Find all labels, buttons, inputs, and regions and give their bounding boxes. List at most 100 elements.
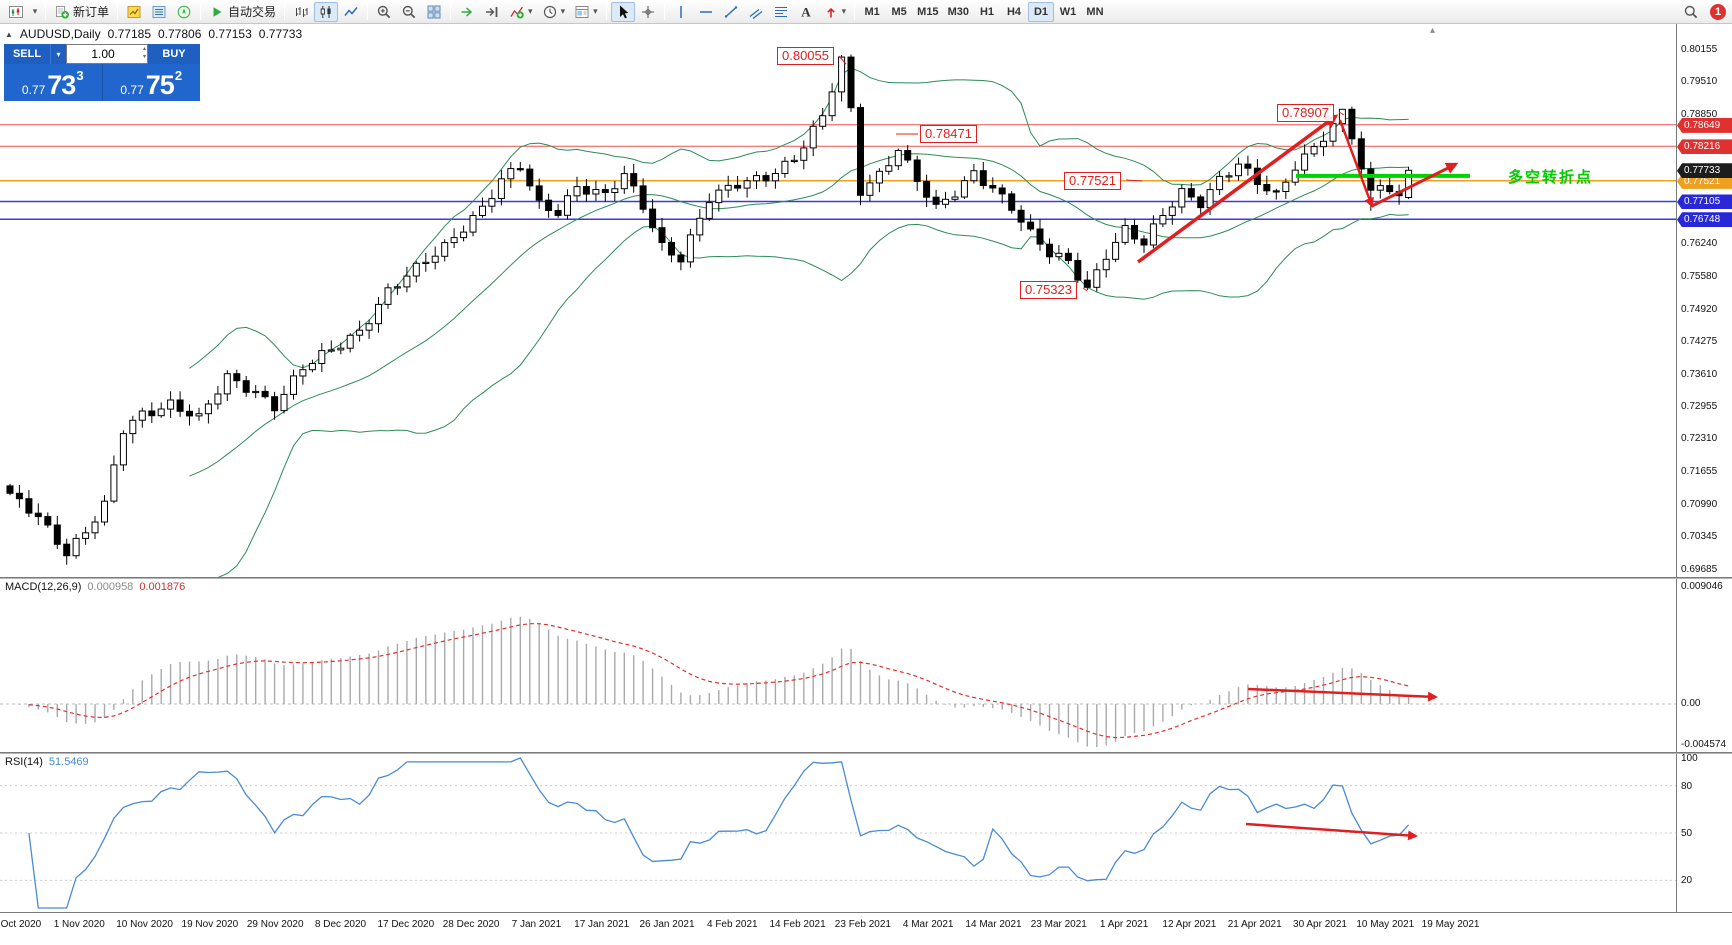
turning-point-annotation[interactable]: 多空转折点 (1508, 169, 1594, 186)
time-label: 19 Nov 2020 (181, 919, 239, 930)
time-label: 26 Jan 2021 (639, 919, 695, 930)
lot-size-input[interactable] (67, 46, 147, 62)
time-label: 17 Dec 2020 (377, 919, 435, 930)
timeframe-h1-button[interactable]: H1 (979, 5, 994, 18)
trade-panel-dropdown[interactable]: ▾ (50, 44, 66, 64)
line-chart-button[interactable] (339, 2, 363, 22)
rsi-name: RSI(14) (5, 756, 43, 768)
sell-button[interactable]: SELL (4, 44, 50, 64)
macd-axis-min: -0.004574 (1681, 739, 1727, 750)
timeframe-h4-button[interactable]: H4 (1006, 5, 1021, 18)
rsi-value: 51.5469 (48, 756, 89, 768)
auto-scroll-button[interactable] (455, 2, 479, 22)
price-tick: 0.69685 (1681, 563, 1718, 575)
price-tick: 0.72310 (1681, 433, 1718, 445)
one-click-collapse-icon[interactable]: ▲ (5, 29, 13, 39)
indicators-icon (510, 6, 524, 19)
buy-price-big: 75 (145, 70, 175, 100)
ohlc-high: 0.77806 (158, 27, 202, 41)
macd-axis-max: 0.009046 (1681, 581, 1723, 592)
hline-icon (699, 10, 712, 13)
toolbar-separator (117, 3, 119, 20)
templates-button[interactable]: ▾ (570, 2, 602, 22)
hline-button[interactable] (694, 2, 718, 22)
tile-windows-button[interactable] (422, 2, 446, 22)
panel-splitter[interactable] (0, 577, 1732, 579)
price-chart[interactable] (0, 24, 1676, 577)
timeframe-m5-button[interactable]: M5 (891, 5, 907, 18)
toolbar-right-cluster: 1 (1679, 2, 1726, 22)
arrows-button[interactable]: ▾ (819, 2, 851, 22)
svg-text:A: A (801, 4, 811, 19)
timeframe-m1-button[interactable]: M1 (864, 5, 880, 18)
time-label: 22 Oct 2020 (0, 919, 42, 930)
channel-button[interactable] (744, 2, 768, 22)
price-tick: 0.71655 (1681, 466, 1718, 477)
rsi-label: RSI(14) 51.5469 (5, 756, 89, 768)
price-tick: 0.70345 (1681, 531, 1718, 543)
price-callout[interactable]: 0.78907 (1277, 104, 1334, 122)
lot-spinner[interactable]: ▴ ▾ (142, 46, 146, 60)
timeframe-mn-button[interactable]: MN (1086, 5, 1104, 18)
zoom-in-button[interactable] (372, 2, 396, 22)
price-axis[interactable]: 0.80155 0.79510 0.78850 0.76240 0.75580 0.749… (1676, 24, 1732, 912)
toolbar-separator (45, 3, 46, 20)
search-button[interactable] (1679, 2, 1703, 22)
chart-workspace: ▲ AUDUSD,Daily 0.77185 0.77806 0.77153 0… (0, 24, 1732, 945)
price-tick: 0.79510 (1681, 76, 1718, 88)
market-watch-button[interactable] (122, 2, 146, 22)
notification-badge[interactable]: 1 (1710, 4, 1726, 20)
panel-splitter[interactable] (0, 752, 1732, 754)
buy-button[interactable]: BUY (148, 44, 200, 64)
new-chart-button[interactable] (4, 2, 28, 22)
autotrade-button-label: 自动交易 (228, 5, 277, 19)
symbol-period: AUDUSD,Daily (19, 27, 101, 41)
chart-ohlc-header: ▲ AUDUSD,Daily 0.77185 0.77806 0.77153 0… (5, 27, 302, 41)
new-chart-dropdown[interactable]: ▾ (29, 2, 41, 22)
indicators-button[interactable]: ▾ (505, 2, 537, 22)
price-callout[interactable]: 0.80055 (777, 47, 834, 65)
time-label: 29 Nov 2020 (246, 919, 304, 930)
chart-shift-button[interactable] (480, 2, 504, 22)
crosshair-icon (641, 5, 654, 18)
timeframe-m15-button[interactable]: M15 (917, 5, 939, 18)
order-icon (56, 5, 69, 19)
navigator-button[interactable] (172, 2, 196, 22)
sell-price[interactable]: 0.77 73 3 (4, 64, 103, 101)
price-tick: 0.78850 (1681, 108, 1718, 120)
timeframe-w1-button[interactable]: W1 (1059, 5, 1077, 18)
chart-shift-icon (486, 6, 498, 17)
buy-price[interactable]: 0.77 75 2 (103, 64, 201, 101)
periods-button[interactable]: ▾ (538, 2, 570, 22)
data-window-button[interactable] (147, 2, 171, 22)
price-tick: 0.80155 (1681, 44, 1718, 56)
text-button[interactable]: A (794, 2, 818, 22)
dropdown-icon: ▾ (528, 6, 533, 16)
main-toolbar: ▾ 新订单 自动交易 ▾ ▾ ▾ A ▾ M1 M5 M15 M30 H1 H4 D1 W1 MN 1 (0, 0, 1732, 24)
new-order-button[interactable]: 新订单 (50, 2, 113, 22)
cursor-button[interactable] (610, 1, 635, 22)
template-icon (575, 5, 589, 18)
rsi-panel[interactable] (0, 754, 1676, 912)
zoom-out-button[interactable] (397, 2, 421, 22)
price-tick: 0.72955 (1681, 401, 1718, 413)
toolbar-separator (605, 3, 607, 20)
macd-panel[interactable] (0, 579, 1676, 752)
timeframe-m30-button[interactable]: M30 (947, 5, 969, 18)
trendline-button[interactable] (719, 2, 743, 22)
bar-chart-button[interactable] (289, 2, 313, 22)
periods-icon (543, 5, 556, 18)
price-callout[interactable]: 0.75323 (1020, 281, 1077, 299)
toolbar-separator (367, 3, 369, 20)
time-axis[interactable]: 22 Oct 2020 1 Nov 2020 10 Nov 2020 19 Nov 2… (0, 912, 1732, 945)
vline-button[interactable] (669, 2, 693, 22)
timeframe-d1-button[interactable]: D1 (1027, 1, 1054, 22)
autotrade-button[interactable]: 自动交易 (205, 2, 280, 22)
price-callout[interactable]: 0.77521 (1064, 172, 1121, 190)
price-callout[interactable]: 0.78471 (920, 125, 977, 143)
crosshair-button[interactable] (636, 2, 660, 22)
chart-shift-marker-icon[interactable]: ▴ (1430, 25, 1436, 36)
candle-chart-button[interactable] (314, 1, 339, 22)
fibo-button[interactable] (769, 2, 793, 22)
